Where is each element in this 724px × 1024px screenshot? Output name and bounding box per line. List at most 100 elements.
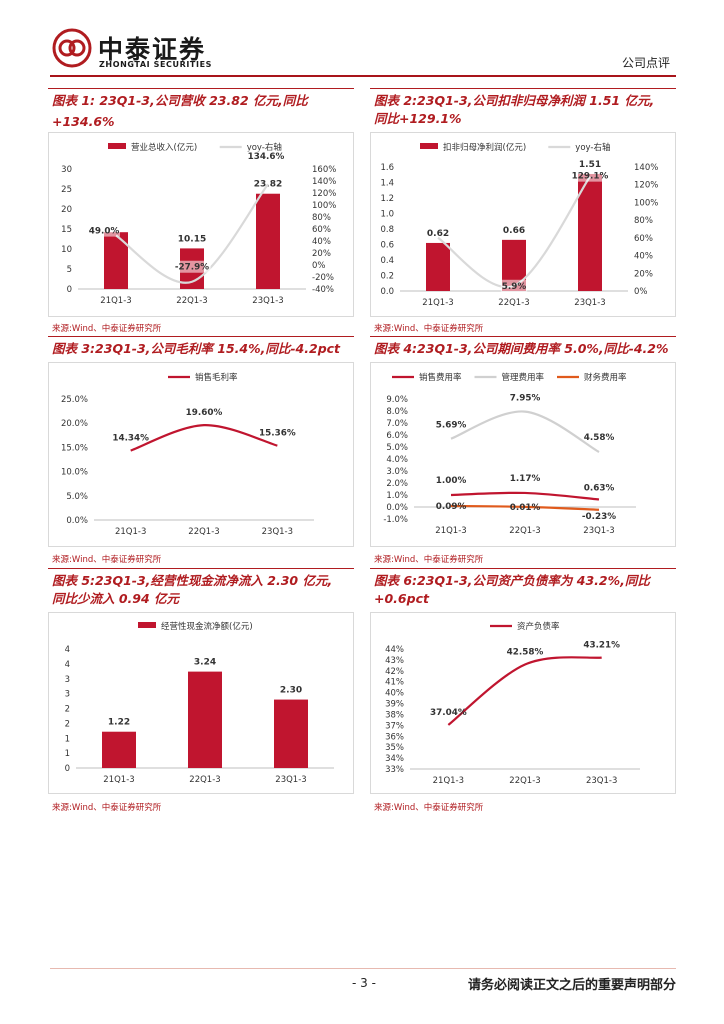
y-tick-label: 7.0% (386, 419, 408, 429)
panel2-title-line1: 图表 2:23Q1-3,公司扣非归母净利润 1.51 亿元, (374, 93, 655, 108)
x-tick-label: 22Q1-3 (498, 298, 529, 308)
line-data-label: 0.09% (436, 502, 467, 512)
y-tick-label: 1.0% (386, 491, 408, 501)
y-tick-label: 39% (385, 700, 404, 710)
y2-tick-label: 100% (634, 198, 658, 208)
y2-tick-label: 80% (312, 213, 331, 223)
y2-tick-label: 60% (634, 234, 653, 244)
y-tick-label: 5.0% (386, 443, 408, 453)
chart-net-profit: 0.0 0.2 0.4 0.6 0.8 1.0 1.2 1.4 1.6 0% 20% 40% 60% 80… (370, 132, 676, 317)
bar-data-label: 0.66 (503, 226, 525, 236)
bar (188, 671, 222, 768)
panel6-title-line1: 图表 6:23Q1-3,公司资产负债率为 43.2%,同比 (374, 573, 650, 588)
chart-debt-ratio: 33%34%35%36%37%38%39%40%41%42%43%44% 21Q1… (370, 612, 676, 794)
data-label-bg (247, 150, 285, 163)
y-tick-label: 40% (385, 689, 404, 699)
company-logo-mark (52, 28, 92, 68)
y-tick-label: 20.0% (61, 419, 88, 429)
y2-tick-label: 20% (634, 269, 653, 279)
panel5-source: 来源:Wind、中泰证券研究所 (52, 803, 162, 813)
panel6-source: 来源:Wind、中泰证券研究所 (374, 803, 484, 813)
bar-data-label: 3.24 (194, 658, 216, 668)
chart-frame (48, 612, 354, 794)
line-data-label: 4.58% (584, 433, 615, 443)
legend-label: 营业总收入(亿元) (131, 142, 197, 153)
data-label-bg (571, 169, 609, 182)
y-tick-label: 1.4 (380, 179, 394, 189)
bar-data-label: 2.30 (280, 686, 302, 696)
chart-frame (48, 362, 354, 547)
chart-frame (370, 362, 676, 547)
panel5-title-line2: 同比少流入 0.94 亿元 (52, 591, 180, 606)
line-data-label: 0.63% (584, 483, 615, 493)
bar (274, 699, 308, 768)
legend-swatch (138, 622, 156, 628)
y-tick-label: 35% (385, 743, 404, 753)
line-data-label: 37.04% (430, 708, 467, 718)
y-tick-label: 1.2 (380, 194, 394, 204)
panel2-source: 来源:Wind、中泰证券研究所 (374, 324, 484, 334)
y2-tick-label: 100% (312, 201, 336, 211)
panel2-title-line2: 同比+129.1% (374, 111, 462, 126)
panel6-top-rule (370, 568, 676, 569)
y-tick-label: 0.8 (380, 225, 394, 235)
y-tick-label: 1.6 (380, 163, 394, 173)
line-data-label: 42.58% (507, 647, 544, 657)
y-tick-label: 36% (385, 732, 404, 742)
y-tick-label: 43% (385, 656, 404, 666)
y2-tick-label: 140% (634, 163, 658, 173)
panel1-top-rule (48, 88, 354, 89)
footer-rule (50, 968, 676, 969)
y-tick-label: 44% (385, 645, 404, 655)
footer-disclaimer: 请务必阅读正文之后的重要声明部分 (467, 978, 676, 993)
series-line (115, 183, 269, 284)
bar (426, 242, 450, 291)
y-tick-label: 42% (385, 667, 404, 677)
bar (102, 731, 136, 768)
y2-tick-label: -20% (312, 273, 334, 283)
line-data-label: 1.17% (510, 474, 541, 484)
y-tick-label: 5.0% (66, 492, 88, 502)
line-data-label: 43.21% (583, 641, 620, 651)
chart-frame (48, 132, 354, 317)
panel1-source: 来源:Wind、中泰证券研究所 (52, 324, 162, 334)
y-tick-label: 10 (61, 245, 72, 255)
panel5-top-rule (48, 568, 354, 569)
y-tick-label: 0.6 (380, 241, 394, 251)
x-tick-label: 21Q1-3 (103, 775, 134, 785)
line-data-label: 49.0% (89, 227, 120, 237)
line-data-label: 0.01% (510, 503, 541, 513)
y-tick-label: 1 (65, 749, 70, 759)
x-tick-label: 21Q1-3 (435, 526, 466, 536)
y-tick-label: 0.0% (386, 503, 408, 513)
y-tick-label: 15.0% (61, 443, 88, 453)
bar-data-label: 1.51 (579, 160, 601, 170)
y-tick-label: 20 (61, 205, 72, 215)
panel4-source: 来源:Wind、中泰证券研究所 (374, 555, 484, 565)
x-tick-label: 22Q1-3 (189, 775, 220, 785)
y-tick-label: 37% (385, 721, 404, 731)
x-tick-label: 23Q1-3 (252, 296, 283, 306)
legend-label: 销售费用率 (419, 372, 462, 383)
y-tick-label: 3.0% (386, 467, 408, 477)
y-tick-label: 3 (65, 690, 70, 700)
legend-label: 经营性现金流净额(亿元) (161, 621, 253, 632)
y-tick-label: 4 (65, 645, 70, 655)
panel3-top-rule (48, 336, 354, 337)
y-tick-label: 1 (65, 734, 70, 744)
panel2-top-rule (370, 88, 676, 89)
y-tick-label: 34% (385, 754, 404, 764)
y2-tick-label: 0% (312, 261, 326, 271)
legend-label: 扣非归母净利润(亿元) (443, 142, 526, 153)
line-data-label: 129.1% (572, 172, 609, 182)
data-label-bg (88, 224, 120, 237)
chart-revenue: 0 5 10 15 20 25 30 -40% -20% 0% 20% 40% 60% 80% 100% 12… (48, 132, 354, 317)
y-tick-label: 2 (65, 719, 70, 729)
y-tick-label: 30 (61, 165, 72, 175)
x-tick-label: 21Q1-3 (100, 296, 131, 306)
y2-tick-label: 120% (312, 189, 336, 199)
y2-tick-label: 20% (312, 249, 331, 259)
data-label-bg (173, 260, 211, 273)
x-tick-label: 21Q1-3 (115, 527, 146, 537)
panel3-title: 图表 3:23Q1-3,公司毛利率 15.4%,同比-4.2pct (52, 341, 341, 356)
